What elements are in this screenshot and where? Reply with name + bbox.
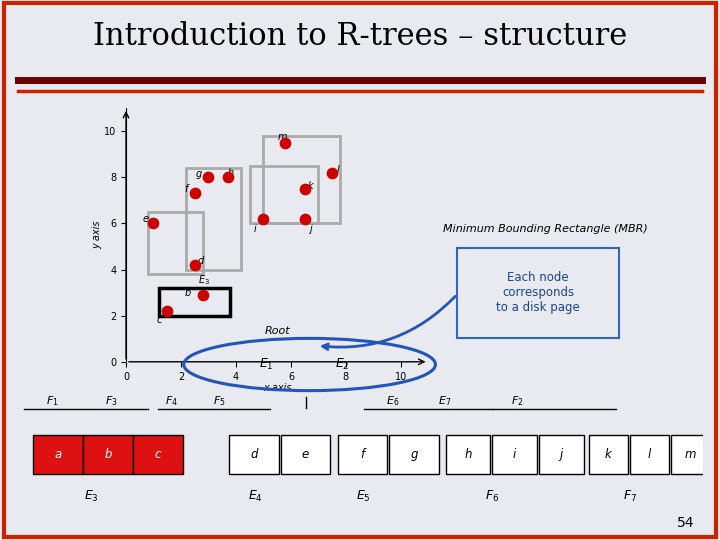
FancyBboxPatch shape: [84, 435, 132, 475]
Text: Root: Root: [264, 326, 290, 336]
Text: $E_4$: $E_4$: [248, 489, 263, 504]
Text: g: g: [196, 169, 202, 179]
Text: c: c: [156, 315, 162, 325]
Text: l: l: [336, 165, 339, 176]
FancyBboxPatch shape: [589, 435, 628, 475]
Text: $F_1$: $F_1$: [45, 394, 58, 408]
Text: f: f: [185, 184, 188, 194]
Text: $E_6$: $E_6$: [386, 394, 399, 408]
Text: $F_7$: $F_7$: [623, 489, 637, 504]
Text: d: d: [250, 448, 258, 461]
Text: $E_1$: $E_1$: [258, 357, 273, 372]
Text: $E_7$: $E_7$: [438, 394, 451, 408]
Point: [161, 307, 173, 315]
Text: $E_3$: $E_3$: [199, 273, 210, 287]
FancyBboxPatch shape: [539, 435, 584, 475]
Text: j: j: [560, 448, 563, 461]
Text: b: b: [185, 288, 191, 298]
Point: [222, 173, 233, 181]
Bar: [186, 168, 241, 269]
Text: Introduction to R-trees – structure: Introduction to R-trees – structure: [93, 22, 627, 52]
Text: h: h: [228, 167, 233, 178]
Text: a: a: [54, 448, 61, 461]
Text: c: c: [155, 448, 161, 461]
Point: [189, 261, 200, 269]
Text: d: d: [197, 256, 203, 266]
Text: g: g: [410, 448, 418, 461]
Text: Minimum Bounding Rectangle (MBR): Minimum Bounding Rectangle (MBR): [443, 225, 647, 234]
Text: e: e: [302, 448, 309, 461]
Text: $F_6$: $F_6$: [485, 489, 500, 504]
Text: k: k: [605, 448, 611, 461]
Point: [279, 138, 291, 147]
Point: [299, 185, 310, 193]
Text: Each node
corresponds
to a disk page: Each node corresponds to a disk page: [496, 272, 580, 314]
Bar: [148, 212, 203, 274]
Text: h: h: [464, 448, 472, 461]
Text: 54: 54: [678, 516, 695, 530]
X-axis label: x axis: x axis: [263, 383, 292, 393]
Point: [299, 214, 310, 223]
Text: e: e: [143, 214, 148, 224]
Point: [148, 219, 159, 228]
FancyBboxPatch shape: [281, 435, 330, 475]
Text: $E_3$: $E_3$: [84, 489, 99, 504]
FancyBboxPatch shape: [390, 435, 438, 475]
Bar: [159, 288, 230, 316]
Text: $F_3$: $F_3$: [105, 394, 118, 408]
Text: k: k: [307, 181, 313, 192]
Text: i: i: [254, 224, 256, 234]
Point: [197, 291, 209, 299]
FancyBboxPatch shape: [630, 435, 669, 475]
FancyBboxPatch shape: [446, 435, 490, 475]
Text: l: l: [648, 448, 651, 461]
Text: b: b: [104, 448, 112, 461]
Point: [258, 214, 269, 223]
Point: [203, 173, 215, 181]
FancyBboxPatch shape: [338, 435, 387, 475]
Y-axis label: y axis: y axis: [93, 221, 103, 249]
Text: m: m: [278, 132, 287, 142]
Point: [189, 189, 200, 198]
FancyBboxPatch shape: [492, 435, 537, 475]
Text: $E_5$: $E_5$: [356, 489, 371, 504]
Bar: [250, 166, 318, 224]
Text: $F_2$: $F_2$: [510, 394, 523, 408]
Text: $F_4$: $F_4$: [165, 394, 178, 408]
Text: $E_2$: $E_2$: [336, 357, 350, 372]
Text: f: f: [360, 448, 364, 461]
FancyBboxPatch shape: [133, 435, 183, 475]
FancyBboxPatch shape: [229, 435, 279, 475]
Point: [326, 168, 338, 177]
Text: i: i: [513, 448, 516, 461]
Text: m: m: [685, 448, 696, 461]
Text: j: j: [309, 224, 312, 234]
FancyBboxPatch shape: [671, 435, 711, 475]
Text: $F_5$: $F_5$: [213, 394, 226, 408]
Bar: [264, 136, 341, 224]
FancyBboxPatch shape: [33, 435, 83, 475]
